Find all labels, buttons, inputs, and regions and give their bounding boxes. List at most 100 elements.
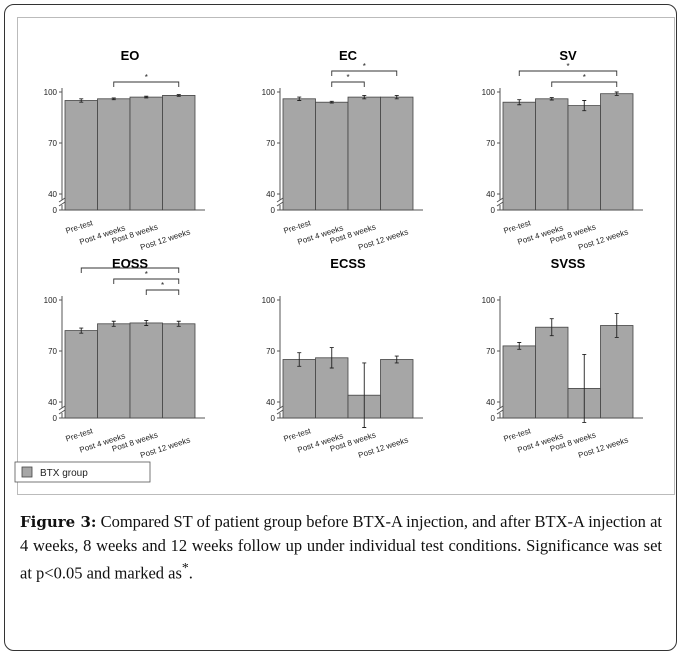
x-tick-label: Pre-test	[282, 426, 312, 443]
bar	[129, 96, 163, 211]
significance-bracket	[331, 81, 365, 87]
significance-bracket	[518, 70, 618, 76]
axis-break	[58, 405, 66, 415]
caption: Figure 3: Compared ST of patient group b…	[20, 510, 662, 585]
bar	[567, 105, 601, 211]
legend-swatch	[21, 466, 33, 478]
significance-bracket	[145, 289, 180, 295]
figure-frame	[4, 4, 677, 651]
x-tick-label: Pre-test	[282, 218, 312, 235]
bar	[535, 326, 569, 419]
bar	[502, 345, 536, 419]
chart-title: EO	[121, 48, 140, 63]
error-bar-line	[549, 318, 554, 337]
caption-label: Figure 3:	[20, 513, 97, 531]
y-tick-label: 0	[271, 206, 276, 215]
significance-label: *	[363, 62, 366, 71]
error-bar-line	[329, 100, 334, 104]
error-bar-line	[517, 342, 522, 350]
error-bar	[329, 347, 334, 369]
bar	[282, 98, 316, 211]
error-bar-line	[297, 352, 302, 367]
error-bar	[394, 94, 399, 100]
error-bar	[549, 318, 554, 337]
y-tick-label: 100	[44, 296, 58, 305]
legend-box	[14, 461, 151, 483]
chart-title: EOSS	[112, 256, 148, 271]
legend-label: BTX group	[40, 468, 88, 479]
error-bar	[111, 320, 116, 327]
significance-label: *	[161, 281, 164, 290]
error-bar-line	[614, 313, 619, 338]
bar	[162, 323, 196, 419]
y-tick-label: 0	[491, 414, 496, 423]
y-tick-label: 100	[262, 88, 276, 97]
chart-title: EC	[339, 48, 358, 63]
chart-title: SVSS	[551, 256, 586, 271]
error-bar	[582, 353, 587, 423]
bar	[162, 95, 196, 211]
error-bar	[176, 320, 181, 327]
y-tick-label: 40	[48, 190, 57, 199]
error-bar-line	[176, 320, 181, 327]
chart-title: ECSS	[330, 256, 366, 271]
significance-bracket	[80, 267, 180, 273]
x-tick-label: Pre-test	[64, 218, 94, 235]
y-tick-label: 70	[48, 347, 57, 356]
error-bar	[582, 100, 587, 112]
axis-break	[496, 197, 504, 207]
error-bar-line	[176, 94, 181, 97]
y-tick-label: 70	[48, 139, 57, 148]
chart-title: SV	[559, 48, 577, 63]
error-bar-line	[362, 94, 367, 100]
y-tick-label: 40	[266, 190, 275, 199]
y-tick-label: 0	[271, 414, 276, 423]
y-tick-label: 40	[486, 398, 495, 407]
bar	[97, 323, 131, 419]
error-bar	[614, 91, 619, 96]
significance-bracket	[113, 278, 180, 284]
bar	[64, 100, 98, 211]
error-bar-line	[111, 320, 116, 327]
y-tick-label: 0	[53, 414, 58, 423]
error-bar-line	[394, 94, 399, 100]
caption-end: .	[188, 563, 193, 583]
error-bar	[144, 319, 149, 326]
y-tick-label: 40	[48, 398, 57, 407]
y-tick-label: 40	[486, 190, 495, 199]
error-bar-line	[549, 97, 554, 101]
significance-label: *	[583, 73, 586, 82]
error-bar	[176, 94, 181, 97]
x-tick-label: Pre-test	[502, 426, 532, 443]
error-bar-line	[144, 95, 149, 99]
error-bar-line	[329, 347, 334, 369]
bar	[347, 96, 381, 211]
error-bar	[111, 97, 116, 101]
chart-panel	[17, 17, 675, 495]
error-bar	[79, 327, 84, 334]
error-bar	[329, 100, 334, 104]
caption-mark: *	[181, 559, 189, 575]
bar	[282, 359, 316, 419]
bar	[600, 325, 634, 419]
y-tick-label: 70	[266, 139, 275, 148]
error-bar-line	[297, 96, 302, 101]
error-bar-line	[582, 353, 587, 423]
error-bar-line	[144, 319, 149, 326]
error-bar-line	[614, 91, 619, 96]
bar	[502, 101, 536, 211]
error-bar-line	[79, 98, 84, 103]
error-bar	[79, 98, 84, 103]
error-bar-line	[111, 97, 116, 101]
error-bar	[362, 362, 367, 428]
y-tick-label: 0	[53, 206, 58, 215]
error-bar	[297, 96, 302, 101]
error-bar	[517, 342, 522, 350]
error-bar	[362, 94, 367, 100]
caption-text: Compared ST of patient group before BTX-…	[20, 512, 662, 583]
significance-label: *	[346, 73, 349, 82]
significance-label: *	[145, 270, 148, 279]
error-bar-line	[517, 99, 522, 106]
x-tick-label: Pre-test	[64, 426, 94, 443]
